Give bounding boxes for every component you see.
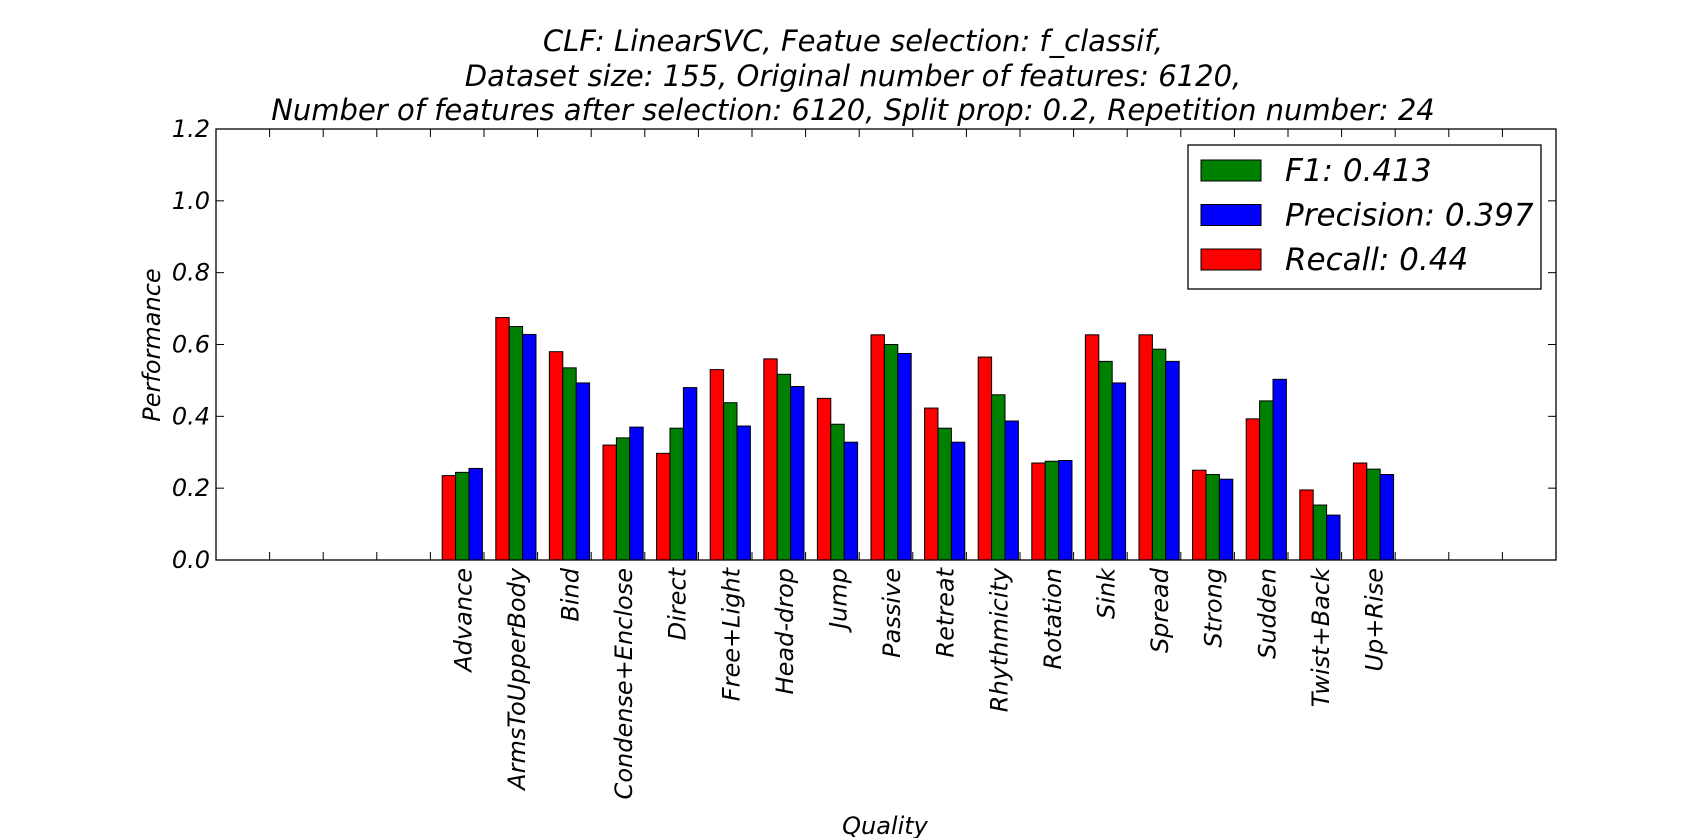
bar-up-rise-2 bbox=[1379, 474, 1395, 561]
legend-swatch bbox=[1200, 248, 1262, 271]
x-category-label: ArmsToUpperBody bbox=[503, 567, 531, 792]
bars-group bbox=[441, 317, 1395, 561]
bar-advance-0 bbox=[441, 475, 457, 561]
x-category-label: Rotation bbox=[1039, 568, 1067, 669]
bar-jump-1 bbox=[830, 423, 845, 561]
x-category-label: Spread bbox=[1146, 567, 1174, 653]
bar-retreat-0 bbox=[924, 407, 939, 561]
bar-spread-2 bbox=[1165, 360, 1180, 561]
legend: F1: 0.413 Precision: 0.397 Recall: 0.44 bbox=[1187, 144, 1542, 290]
legend-label: F1: 0.413 bbox=[1285, 153, 1432, 189]
bar-twist-back-1 bbox=[1312, 504, 1328, 561]
y-axis-label: Performance bbox=[138, 268, 166, 421]
y-tick-label: 1.0 bbox=[172, 187, 210, 215]
legend-swatch bbox=[1200, 204, 1262, 226]
bar-retreat-2 bbox=[950, 441, 966, 561]
bar-direct-0 bbox=[656, 452, 671, 561]
bar-rhythmicity-0 bbox=[977, 356, 993, 561]
bar-spread-0 bbox=[1138, 334, 1153, 561]
x-category-label: Sink bbox=[1092, 567, 1120, 619]
bar-rotation-1 bbox=[1044, 460, 1060, 561]
bar-passive-1 bbox=[883, 344, 899, 561]
x-category-label: Bind bbox=[556, 567, 584, 621]
y-tick-label: 0.2 bbox=[172, 474, 210, 502]
chart-title: CLF: LinearSVC, Featue selection: f_clas… bbox=[271, 24, 1435, 127]
bar-condense-enclose-2 bbox=[629, 426, 644, 561]
x-category-label: Head-drop bbox=[771, 568, 799, 694]
bar-armstoupperbody-2 bbox=[522, 333, 537, 561]
x-category-label: Rhythmicity bbox=[985, 567, 1013, 712]
bar-bind-0 bbox=[548, 351, 564, 561]
bar-armstoupperbody-0 bbox=[495, 317, 510, 561]
bar-sink-2 bbox=[1111, 382, 1127, 561]
legend-label: Recall: 0.44 bbox=[1285, 242, 1468, 278]
bar-rotation-0 bbox=[1031, 462, 1046, 561]
bar-free-light-1 bbox=[723, 402, 738, 561]
bar-jump-0 bbox=[816, 397, 832, 561]
bar-twist-back-2 bbox=[1326, 514, 1341, 561]
bar-head-drop-2 bbox=[790, 386, 805, 561]
bar-passive-0 bbox=[870, 334, 885, 561]
x-category-label: Twist+Back bbox=[1307, 567, 1335, 707]
x-category-label: Direct bbox=[664, 566, 692, 640]
bar-up-rise-0 bbox=[1352, 462, 1368, 561]
bar-bind-2 bbox=[575, 382, 591, 561]
x-category-label: Strong bbox=[1200, 568, 1228, 648]
bar-condense-enclose-0 bbox=[602, 444, 617, 561]
bar-passive-2 bbox=[897, 352, 912, 561]
bar-rhythmicity-1 bbox=[991, 394, 1006, 561]
bar-direct-2 bbox=[682, 387, 698, 561]
title-line-1: CLF: LinearSVC, Featue selection: f_clas… bbox=[543, 24, 1163, 58]
bar-sudden-2 bbox=[1272, 378, 1287, 561]
bar-armstoupperbody-1 bbox=[508, 326, 524, 561]
bar-jump-2 bbox=[843, 441, 859, 561]
bar-sink-1 bbox=[1098, 360, 1113, 561]
bar-direct-1 bbox=[669, 427, 684, 561]
bar-retreat-1 bbox=[937, 427, 952, 561]
y-tick-label: 0.4 bbox=[172, 402, 210, 430]
x-category-label: Free+Light bbox=[717, 566, 745, 701]
bar-condense-enclose-1 bbox=[615, 437, 631, 561]
bar-rotation-2 bbox=[1058, 460, 1073, 561]
bar-bind-1 bbox=[562, 367, 577, 561]
y-tick-label: 0.0 bbox=[172, 546, 210, 574]
x-axis: Advance ArmsToUpperBody Bind Condense+Enclo… bbox=[215, 129, 1557, 799]
x-category-label: Retreat bbox=[932, 566, 960, 657]
bar-advance-1 bbox=[455, 471, 470, 561]
bar-strong-0 bbox=[1192, 469, 1207, 561]
bar-free-light-0 bbox=[709, 369, 725, 561]
bar-advance-2 bbox=[468, 467, 483, 561]
x-axis-label: Quality bbox=[842, 812, 929, 838]
y-tick-label: 0.6 bbox=[172, 331, 210, 359]
bar-strong-1 bbox=[1205, 474, 1220, 561]
bar-up-rise-1 bbox=[1366, 468, 1381, 561]
x-category-label: Sudden bbox=[1253, 568, 1281, 659]
bar-strong-2 bbox=[1218, 478, 1234, 561]
y-tick-label: 1.2 bbox=[172, 115, 210, 143]
bar-free-light-2 bbox=[736, 425, 751, 561]
bar-head-drop-1 bbox=[776, 373, 792, 561]
bar-sudden-0 bbox=[1245, 418, 1261, 561]
title-line-2: Dataset size: 155, Original number of fe… bbox=[465, 59, 1242, 93]
bar-sink-0 bbox=[1084, 334, 1100, 561]
bar-twist-back-0 bbox=[1299, 489, 1314, 561]
bar-head-drop-0 bbox=[763, 358, 778, 561]
legend-swatch bbox=[1200, 159, 1262, 182]
x-category-label: Condense+Enclose bbox=[610, 568, 638, 799]
bar-rhythmicity-2 bbox=[1004, 420, 1019, 561]
y-tick-label: 0.8 bbox=[172, 259, 210, 287]
x-category-label: Passive bbox=[878, 568, 906, 658]
x-category-label: Up+Rise bbox=[1360, 568, 1388, 672]
bar-sudden-1 bbox=[1259, 400, 1274, 561]
bar-spread-1 bbox=[1151, 348, 1167, 561]
legend-label: Precision: 0.397 bbox=[1285, 198, 1534, 234]
title-line-3: Number of features after selection: 6120… bbox=[271, 93, 1435, 127]
x-category-label: Jump bbox=[824, 568, 852, 633]
x-category-label: Advance bbox=[449, 568, 477, 674]
y-axis: 0.0 0.2 0.4 0.6 0.8 1.0 1.2 bbox=[172, 115, 1556, 574]
